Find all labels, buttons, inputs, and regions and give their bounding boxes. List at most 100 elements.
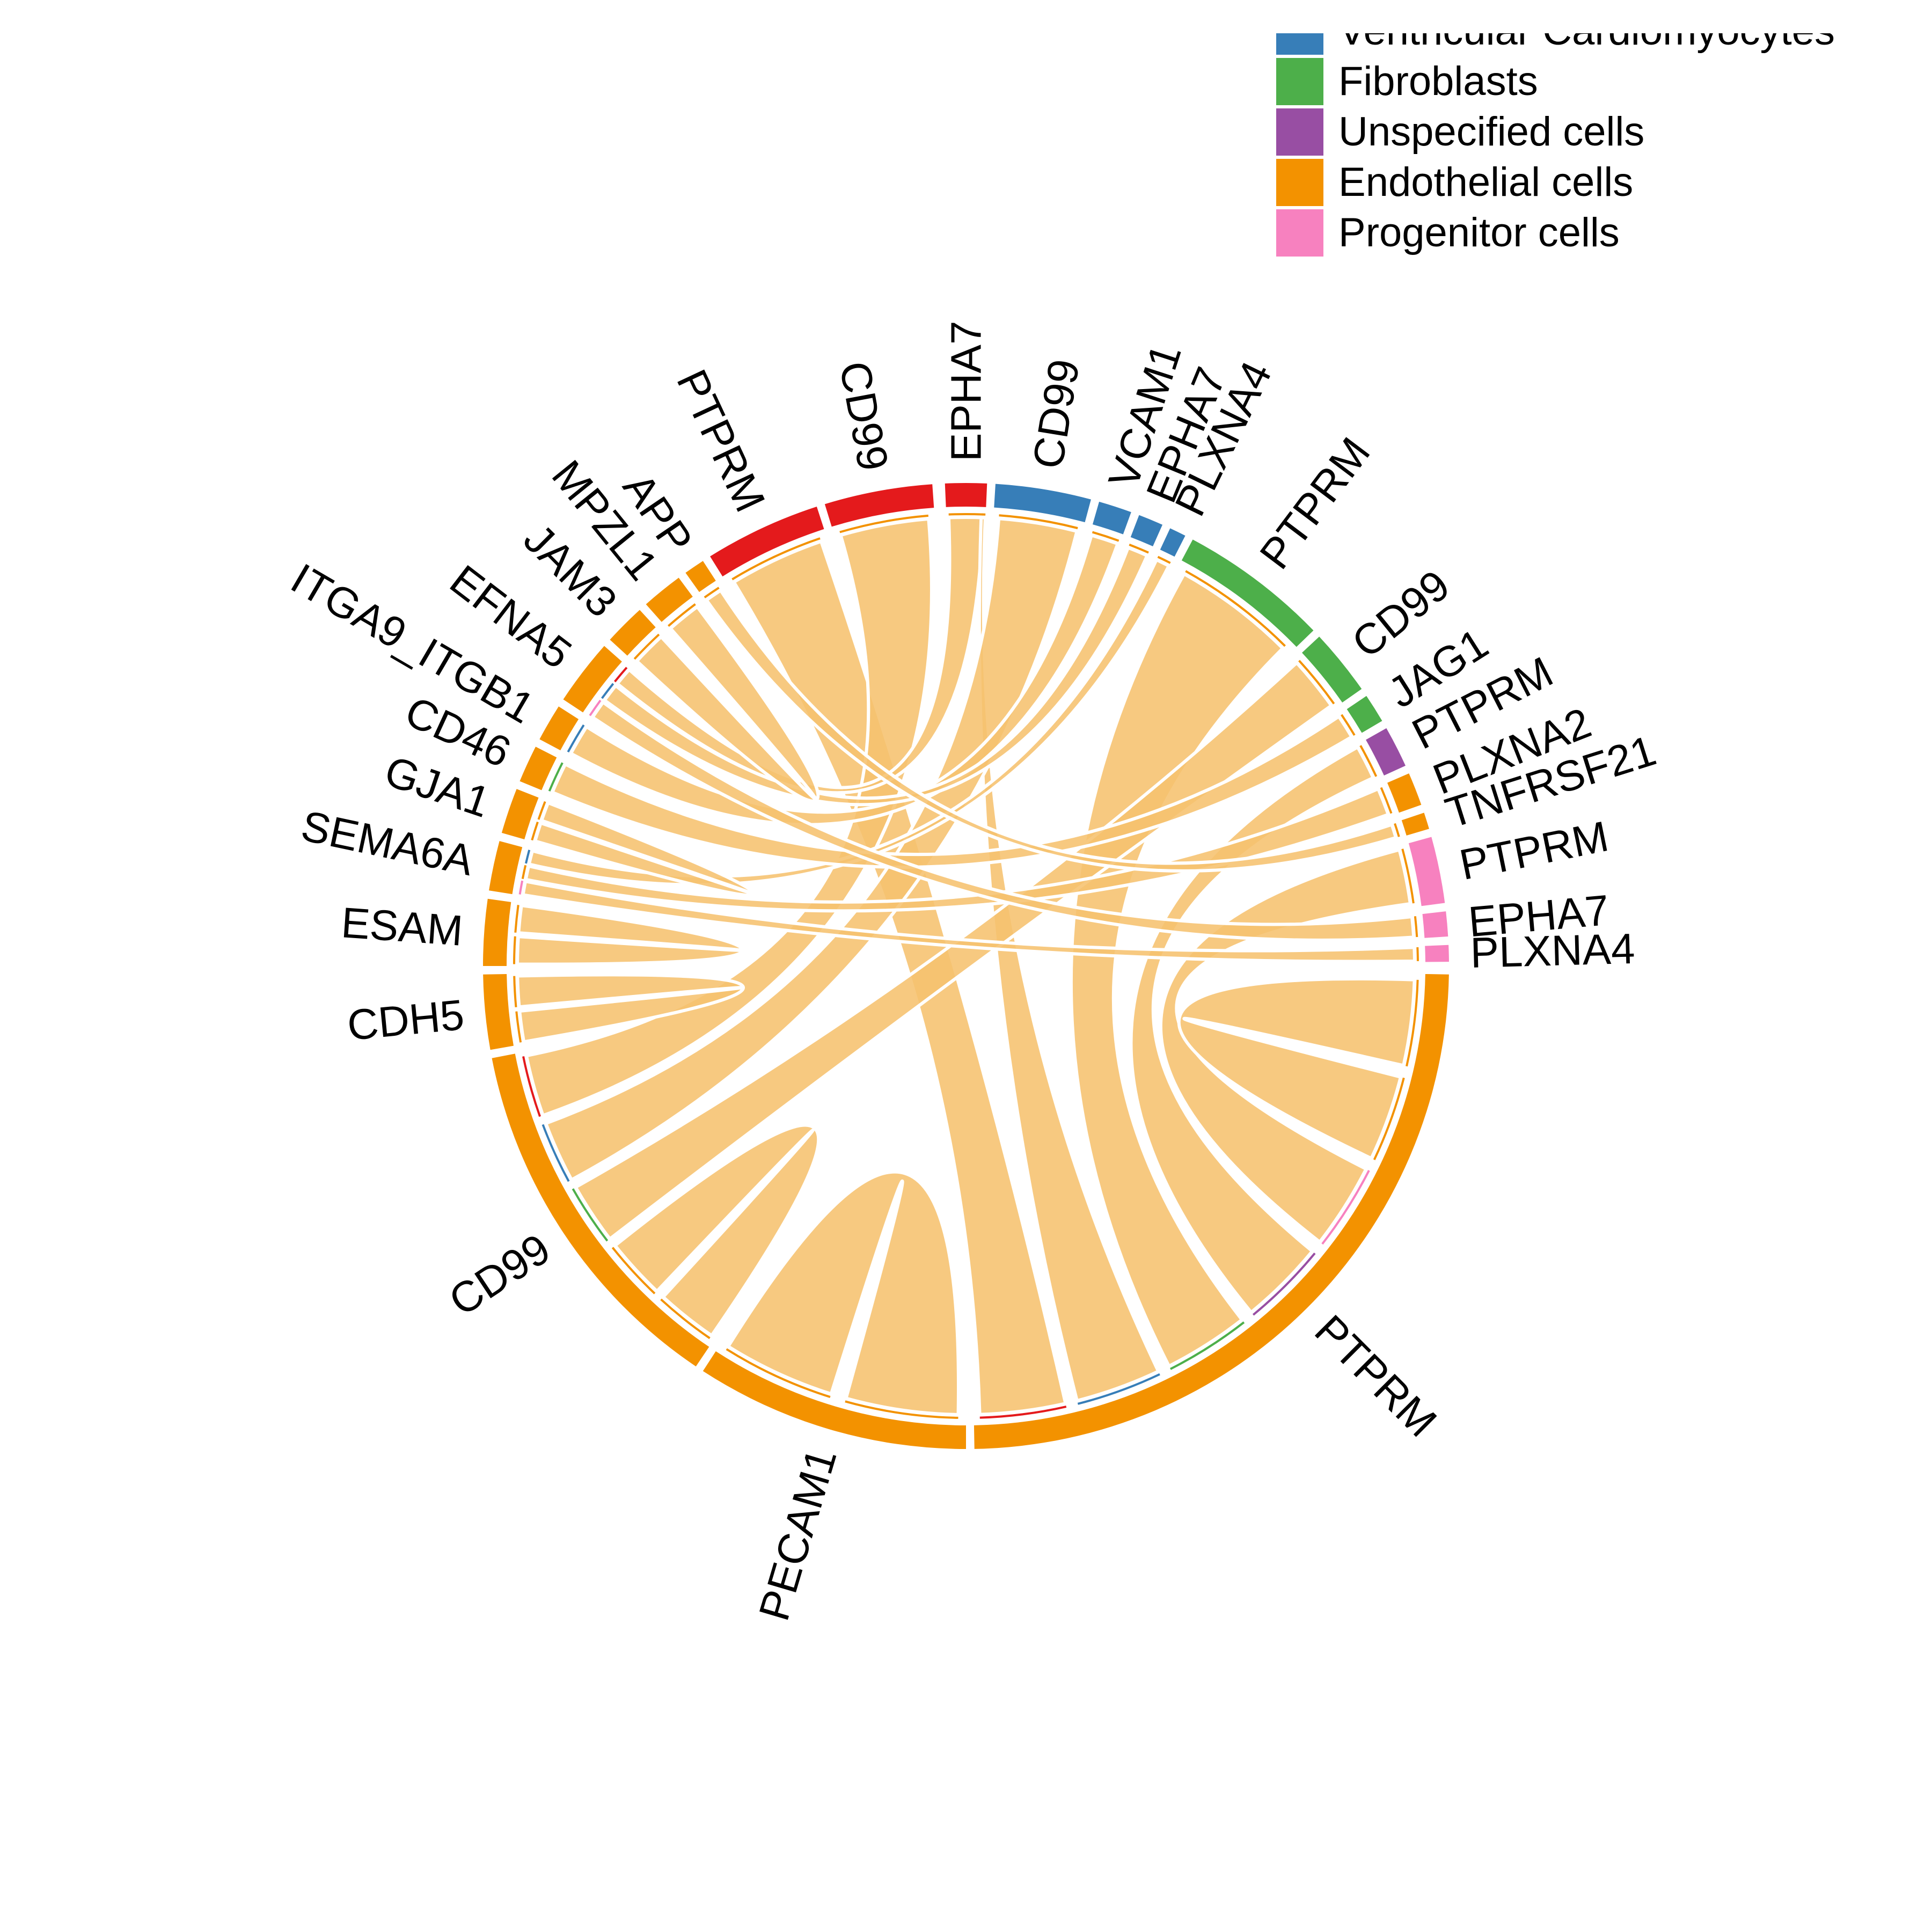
link-plxna4-progenitor-to-sema6a-endothelial: [521, 879, 1416, 963]
inner-track-11-target: [1252, 1252, 1316, 1316]
inner-track-5-source: [1092, 531, 1119, 542]
sector-label-plxna4-progenitor: PLXNA4: [1470, 925, 1636, 977]
sector-cdh5-endothelial: [483, 974, 514, 1050]
sector-plxna4-progenitor: [1425, 945, 1449, 962]
inner-track-7-source: [1157, 555, 1171, 564]
inner-track-21-target: [1406, 979, 1419, 1067]
inner-track-20-target: [845, 1400, 958, 1419]
sector-ptprm-progenitor: [1408, 837, 1445, 906]
sector-cd99-ventricular: [994, 484, 1091, 523]
inner-track-10-target: [548, 762, 564, 792]
link-plxna4-ventricular-to-sema6a-endothelial: [527, 558, 1172, 887]
link-cdh5-endothelial-to-cdh5-endothelial: [516, 973, 745, 1044]
sector-label-esam-endothelial: ESAM: [340, 898, 464, 955]
legend-label-fibroblasts: Fibroblasts: [1338, 58, 1538, 104]
link-pecam1-endothelial-to-pecam1-endothelial: [726, 1170, 961, 1416]
inner-track-3-source: [981, 513, 986, 516]
link-epha7-atrial-to-efna5-endothelial: [615, 516, 985, 795]
sector-plxna2-endothelial: [1387, 773, 1422, 813]
sector-app-endothelial: [685, 561, 716, 592]
inner-track-2-source: [948, 513, 984, 516]
sector-cd99-endothelial: [492, 1053, 709, 1367]
sector-layer: [483, 482, 1449, 1449]
inner-track-17-source: [514, 905, 519, 933]
inner-track-16-target: [518, 880, 524, 895]
inner-track-18-source: [513, 976, 517, 1007]
sector-ptprm-fibroblasts: [1181, 539, 1314, 647]
inner-track-5-target: [567, 724, 585, 753]
sector-jag1-fibroblasts: [1346, 696, 1382, 733]
sector-epha7-ventricular: [1130, 515, 1163, 547]
inner-track-14-target: [1321, 1170, 1370, 1245]
legend-item-unspecified: Unspecified cells: [1276, 108, 1644, 156]
link-jam3-endothelial-to-mpzl1-endothelial: [634, 604, 820, 803]
inner-track-18-target: [515, 1011, 522, 1043]
inner-track-layer: [513, 513, 1419, 1419]
sector-pecam1-endothelial: [702, 1351, 966, 1449]
inner-track-23-source: [633, 633, 660, 660]
link-esam-endothelial-to-esam-endothelial: [515, 903, 744, 966]
sector-label-pecam1-endothelial: PECAM1: [750, 1443, 846, 1626]
link-cd99-ventricular-to-cd99-endothelial: [544, 517, 1079, 1182]
inner-track-9-source: [1298, 660, 1335, 705]
legend-swatch-fibroblasts: [1276, 58, 1323, 105]
legend-label-ventricular: Ventricular Cardiomyocytes: [1338, 33, 1835, 55]
inner-track-12-source: [1380, 787, 1393, 814]
inner-track-23-target: [668, 603, 696, 627]
sector-label-ptprm-atrial: PTPRM: [668, 362, 774, 518]
link-cd99-endothelial-to-cd99-endothelial: [612, 1123, 821, 1338]
inner-track-16-source: [1416, 947, 1419, 961]
sector-cd46-endothelial: [519, 747, 557, 791]
legend-item-progenitor: Progenitor cells: [1276, 209, 1620, 257]
inner-track-3-target: [1077, 1373, 1160, 1405]
links-layer: [515, 516, 1416, 1416]
inner-track-9-target: [572, 1188, 609, 1242]
sector-jam3-endothelial: [610, 610, 656, 656]
sector-label-cd99-endothelial: CD99: [441, 1225, 559, 1325]
link-epha7-progenitor-to-efna5-endothelial: [590, 700, 1416, 942]
inner-track-22-source: [537, 801, 546, 820]
sector-label-cdh5-endothelial: CDH5: [345, 991, 466, 1049]
link-ptprm-endothelial-to-ptprm-endothelial: [1177, 977, 1416, 1161]
inner-track-11-source: [1359, 745, 1378, 777]
legend-swatch-progenitor: [1276, 209, 1323, 257]
inner-track-1-target: [522, 1056, 541, 1117]
inner-track-13-source: [1394, 823, 1400, 837]
link-plxna2-endothelial-to-sema6a-endothelial: [524, 786, 1391, 913]
inner-track-6-source: [1129, 544, 1149, 554]
inner-track-15-target: [589, 699, 602, 716]
sector-label-ptprm-fibroblasts: PTPRM: [1250, 429, 1379, 577]
legend-swatch-ventricular: [1276, 33, 1323, 55]
legend-item-ventricular: Ventricular Cardiomyocytes: [1276, 33, 1835, 55]
inner-track-14-source: [1401, 848, 1415, 904]
sector-ptprm-unspecified: [1366, 728, 1406, 776]
inner-track-4-source: [999, 514, 1078, 530]
sector-label-ptprm-endothelial: PTPRM: [1306, 1306, 1446, 1446]
inner-track-17-target: [513, 936, 516, 964]
inner-track-4-target: [541, 1124, 570, 1182]
sector-label-cd99-ventricular: CD99: [1023, 356, 1088, 472]
inner-track-15-source: [1414, 916, 1418, 938]
legend-item-endothelial: Endothelial cells: [1276, 159, 1633, 206]
sector-plxna4-ventricular: [1160, 528, 1185, 557]
sector-gja1-endothelial: [501, 789, 539, 840]
inner-track-0-source: [731, 537, 821, 581]
legend-label-progenitor: Progenitor cells: [1338, 210, 1620, 255]
inner-track-6-target: [601, 683, 614, 699]
inner-track-7-target: [525, 850, 531, 864]
inner-track-0-target: [979, 1406, 1067, 1419]
inner-track-21-source: [1373, 1077, 1405, 1160]
link-ptprm-progenitor-to-ptprm-endothelial: [1159, 847, 1413, 1245]
legend-swatch-unspecified: [1276, 108, 1323, 156]
sector-cd99-fibroblasts: [1302, 636, 1362, 703]
sector-vcam1-ventricular: [1092, 501, 1131, 535]
sector-ptprm-atrial: [710, 507, 824, 577]
sector-epha7-atrial: [945, 482, 987, 507]
inner-track-19-source: [611, 1247, 656, 1294]
inner-track-19-target: [660, 1298, 711, 1340]
sector-itga9-itgb1-endothelial: [539, 706, 579, 751]
inner-track-20-source: [726, 1348, 831, 1398]
sector-epha7-progenitor: [1422, 911, 1448, 938]
link-gja1-endothelial-to-gja1-endothelial: [533, 800, 756, 897]
